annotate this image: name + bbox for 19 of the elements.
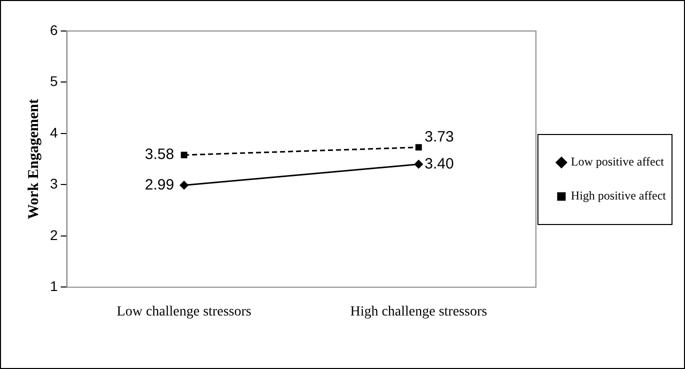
point xyxy=(414,160,423,168)
data-label: 2.99 xyxy=(144,176,174,194)
y-axis-title: Work Engagement xyxy=(26,98,42,220)
y-tick-label: 5 xyxy=(50,73,58,90)
point xyxy=(180,180,188,190)
y-tick-label: 4 xyxy=(50,124,58,140)
y-tick-label: 2 xyxy=(50,226,58,243)
legend-label: High positive affect xyxy=(570,188,667,203)
x-tick-label: Low challenge stressors xyxy=(116,304,252,320)
x-tick-label: High challenge stressors xyxy=(350,304,488,320)
y-tick-label: 1 xyxy=(50,278,58,294)
point xyxy=(415,144,422,151)
data-label: 3.58 xyxy=(144,146,174,164)
y-tick-label: 6 xyxy=(50,22,58,38)
data-label: 3.73 xyxy=(424,128,454,146)
y-tick-label: 3 xyxy=(50,176,58,192)
data-label: 3.40 xyxy=(424,155,454,172)
point xyxy=(180,152,188,158)
legend-label: Low positive affect xyxy=(570,154,665,169)
